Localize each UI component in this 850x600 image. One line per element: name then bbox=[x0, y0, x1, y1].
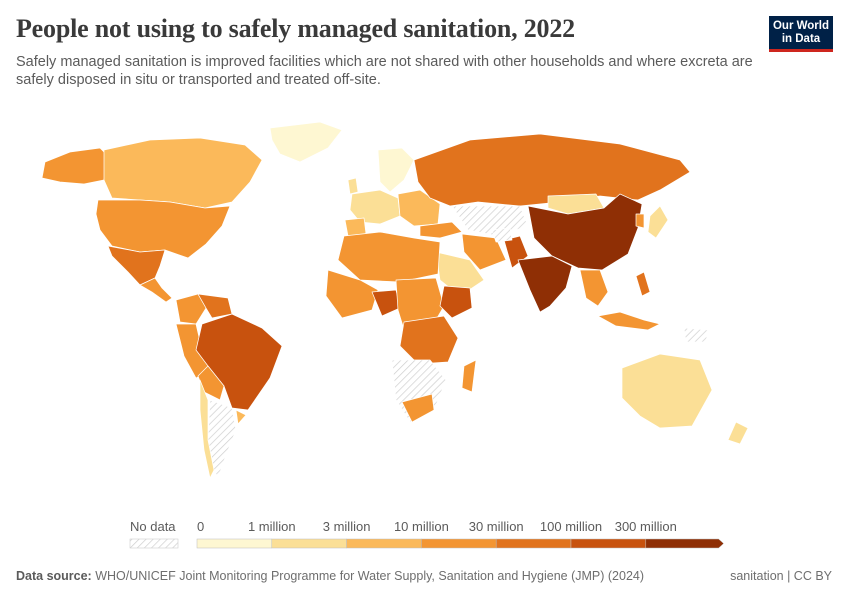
country-afghanistan[interactable] bbox=[491, 227, 513, 243]
country-saudi-arabia[interactable] bbox=[435, 251, 485, 297]
legend-tick-label-1: 1 million bbox=[248, 519, 296, 534]
legend-no-data-swatch bbox=[129, 538, 179, 549]
legend-tick-label-3: 10 million bbox=[394, 519, 449, 534]
country-indonesia[interactable] bbox=[597, 311, 661, 331]
country-west-africa[interactable] bbox=[325, 269, 379, 319]
country-mexico[interactable] bbox=[107, 245, 166, 286]
legend-bin-2[interactable] bbox=[346, 538, 422, 549]
country-usa[interactable] bbox=[95, 199, 231, 259]
country-western-europe[interactable] bbox=[349, 189, 401, 225]
country-uruguay[interactable] bbox=[235, 409, 247, 425]
country-chile[interactable] bbox=[199, 379, 215, 479]
chart-title: People not using to safely managed sanit… bbox=[16, 14, 575, 43]
logo-line-2: in Data bbox=[781, 32, 821, 45]
legend-tick-label-4: 30 million bbox=[469, 519, 524, 534]
country-china[interactable] bbox=[527, 193, 643, 271]
footer-license[interactable]: sanitation | CC BY bbox=[730, 569, 832, 583]
legend-tick-label-6: 300 million bbox=[615, 519, 677, 534]
country-north-africa[interactable] bbox=[337, 231, 441, 283]
legend-no-data-label: No data bbox=[130, 519, 176, 534]
country-canada[interactable] bbox=[103, 137, 263, 209]
legend-bin-3[interactable] bbox=[421, 538, 497, 549]
country-turkey[interactable] bbox=[419, 221, 463, 239]
country-central-america[interactable] bbox=[139, 277, 173, 303]
country-greenland[interactable] bbox=[269, 121, 343, 163]
country-brazil[interactable] bbox=[195, 313, 283, 411]
legend-bin-1[interactable] bbox=[271, 538, 347, 549]
country-india[interactable] bbox=[517, 255, 573, 313]
legend-bin-5[interactable] bbox=[570, 538, 647, 549]
country-colombia[interactable] bbox=[175, 293, 207, 325]
legend-bin-0[interactable] bbox=[196, 538, 273, 549]
legend-bin-4[interactable] bbox=[495, 538, 572, 549]
country-madagascar[interactable] bbox=[461, 359, 477, 393]
country-kazakhstan[interactable] bbox=[451, 205, 529, 237]
legend-tick-label-2: 3 million bbox=[323, 519, 371, 534]
country-iran[interactable] bbox=[461, 233, 507, 271]
country-russia[interactable] bbox=[413, 133, 691, 207]
country-spain[interactable] bbox=[344, 217, 367, 237]
country-japan[interactable] bbox=[647, 205, 669, 239]
country-ethiopia[interactable] bbox=[439, 285, 473, 319]
source-text: WHO/UNICEF Joint Monitoring Programme fo… bbox=[95, 569, 645, 583]
source-label: Data source: bbox=[16, 569, 92, 583]
country-uk[interactable] bbox=[347, 177, 359, 195]
legend-tick-label-0: 0 bbox=[197, 519, 204, 534]
country-australia[interactable] bbox=[621, 353, 713, 429]
country-east-africa[interactable] bbox=[399, 315, 459, 365]
legend-tick-label-5: 100 million bbox=[540, 519, 602, 534]
country-venezuela[interactable] bbox=[197, 293, 233, 319]
country-new-zealand[interactable] bbox=[727, 421, 749, 445]
country-alaska[interactable] bbox=[41, 147, 109, 185]
country-south-africa[interactable] bbox=[401, 393, 435, 423]
legend-bin-6[interactable] bbox=[645, 538, 724, 549]
country-korea[interactable] bbox=[635, 213, 645, 229]
country-nigeria[interactable] bbox=[371, 289, 401, 317]
world-map bbox=[41, 121, 749, 479]
map-legend: No data 0 1 million 3 million 10 million 30 … bbox=[129, 519, 724, 549]
country-philippines[interactable] bbox=[635, 271, 651, 297]
country-papua-new-guinea[interactable] bbox=[683, 327, 709, 343]
country-southeast-asia[interactable] bbox=[579, 269, 609, 307]
country-scandinavia[interactable] bbox=[377, 147, 415, 193]
footer-source: Data source: WHO/UNICEF Joint Monitoring… bbox=[16, 569, 644, 583]
logo-line-1: Our World bbox=[772, 20, 829, 32]
owid-logo[interactable]: Our World in Data bbox=[769, 16, 833, 52]
chart-subtitle: Safely managed sanitation is improved fa… bbox=[16, 54, 753, 88]
